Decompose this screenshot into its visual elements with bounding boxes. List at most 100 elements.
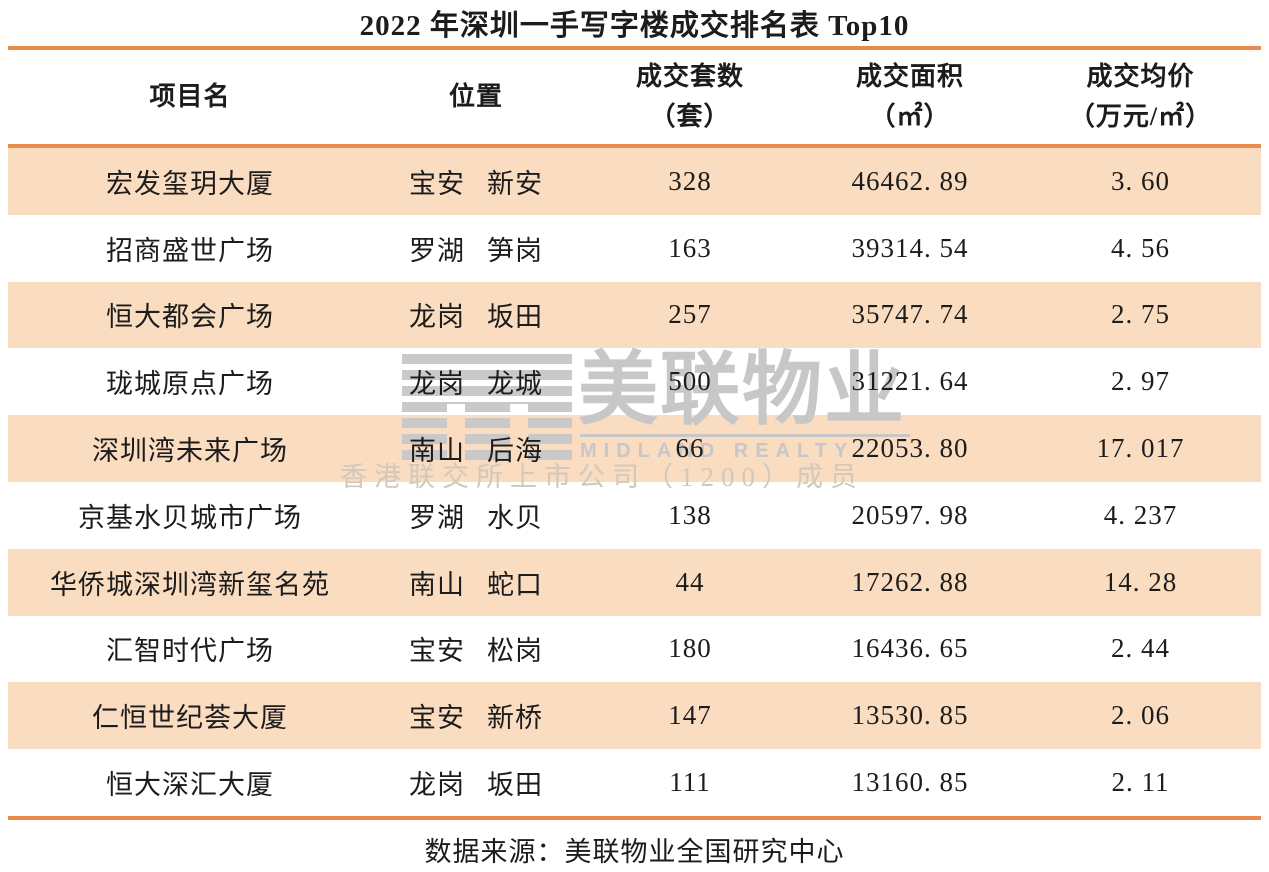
project-name: 恒大深汇大厦	[106, 770, 274, 801]
units-cell: 111	[580, 767, 800, 798]
units-sold-value: 66	[675, 433, 705, 464]
project-cell: 京基水贝城市广场	[8, 496, 372, 535]
gfa-cell: 46462. 89	[800, 166, 1020, 197]
area-name: 蛇口	[487, 569, 543, 600]
gfa-cell: 22053. 80	[800, 433, 1020, 464]
project-cell: 宏发玺玥大厦	[8, 162, 372, 201]
column-header-label: 成交面积	[855, 62, 964, 91]
units-cell: 180	[580, 633, 800, 664]
project-name: 京基水贝城市广场	[78, 502, 302, 533]
gfa-cell: 39314. 54	[800, 233, 1020, 264]
avg-price-value: 4. 237	[1103, 499, 1178, 530]
area-name: 新桥	[487, 703, 543, 734]
price-cell: 2. 11	[1020, 767, 1261, 798]
district-name: 南山	[409, 436, 465, 467]
transaction-area-value: 39314. 54	[851, 232, 969, 263]
table-row: 深圳湾未来广场 南山 后海 66 22053. 80 17. 017	[8, 415, 1261, 482]
price-cell: 2. 75	[1020, 299, 1261, 330]
bottom-divider	[8, 815, 1261, 820]
gfa-cell: 35747. 74	[800, 299, 1020, 330]
units-sold-value: 44	[675, 566, 705, 597]
project-cell: 珑城原点广场	[8, 362, 372, 401]
gfa-cell: 16436. 65	[800, 633, 1020, 664]
table-row: 珑城原点广场 龙岗 龙城 500 31221. 64 2. 97	[8, 348, 1261, 415]
district-name: 宝安	[409, 168, 465, 199]
units-sold-value: 111	[669, 767, 711, 798]
avg-price-value: 2. 44	[1111, 633, 1170, 664]
units-cell: 138	[580, 500, 800, 531]
transaction-area-value: 20597. 98	[851, 499, 969, 530]
area-name: 笋岗	[487, 235, 543, 266]
price-cell: 3. 60	[1020, 166, 1261, 197]
units-sold-value: 328	[668, 165, 712, 196]
location-cell: 南山 蛇口	[372, 563, 580, 602]
district-name: 罗湖	[409, 235, 465, 266]
avg-price-value: 14. 28	[1103, 566, 1178, 597]
table-row: 华侨城深圳湾新玺名苑 南山 蛇口 44 17262. 88 14. 28	[8, 548, 1261, 616]
location-cell: 宝安 新安	[372, 162, 580, 201]
header-divider	[8, 144, 1261, 148]
table-row: 仁恒世纪荟大厦 宝安 新桥 147 13530. 85 2. 06	[8, 682, 1261, 750]
project-name: 汇智时代广场	[106, 636, 274, 667]
location-cell: 宝安 松岗	[372, 629, 580, 668]
column-header-unit: （㎡）	[869, 102, 951, 131]
avg-price-value: 2. 75	[1111, 299, 1170, 330]
location-cell: 南山 后海	[372, 429, 580, 468]
transaction-area-value: 17262. 88	[851, 566, 969, 597]
column-header-unit: （套）	[649, 102, 731, 131]
table-row: 恒大都会广场 龙岗 坂田 257 35747. 74 2. 75	[8, 281, 1261, 349]
units-cell: 147	[580, 700, 800, 731]
location-cell: 龙岗 坂田	[372, 295, 580, 334]
price-cell: 17. 017	[1020, 433, 1261, 464]
column-header-location: 位置	[372, 50, 580, 144]
location-cell: 龙岗 龙城	[372, 362, 580, 401]
transaction-area-value: 13160. 85	[851, 767, 969, 798]
project-name: 深圳湾未来广场	[92, 436, 288, 467]
units-cell: 328	[580, 166, 800, 197]
column-header-label: 项目名	[149, 82, 231, 111]
avg-price-value: 2. 06	[1111, 700, 1170, 731]
column-header-unit: （万元/㎡）	[1068, 102, 1213, 131]
project-cell: 仁恒世纪荟大厦	[8, 696, 372, 735]
column-header-label: 位置	[448, 82, 503, 111]
top-divider	[8, 46, 1261, 50]
units-cell: 500	[580, 366, 800, 397]
transaction-area-value: 16436. 65	[851, 633, 969, 664]
units-sold-value: 138	[668, 499, 712, 530]
district-name: 宝安	[409, 703, 465, 734]
price-cell: 4. 237	[1020, 500, 1261, 531]
units-sold-value: 163	[668, 232, 712, 263]
units-cell: 257	[580, 299, 800, 330]
project-name: 宏发玺玥大厦	[106, 168, 274, 199]
units-sold-value: 180	[668, 633, 712, 664]
project-cell: 恒大深汇大厦	[8, 763, 372, 802]
table-body: 宏发玺玥大厦 宝安 新安 328 46462. 89 3. 60 招商盛世广场 …	[8, 148, 1261, 816]
avg-price-value: 17. 017	[1096, 433, 1185, 464]
district-name: 龙岗	[409, 770, 465, 801]
district-name: 龙岗	[409, 302, 465, 333]
project-name: 招商盛世广场	[106, 235, 274, 266]
gfa-cell: 13530. 85	[800, 700, 1020, 731]
district-name: 罗湖	[409, 502, 465, 533]
table-row: 汇智时代广场 宝安 松岗 180 16436. 65 2. 44	[8, 616, 1261, 683]
project-cell: 华侨城深圳湾新玺名苑	[8, 563, 372, 602]
column-header-area: 成交面积 （㎡）	[800, 50, 1020, 144]
area-name: 新安	[487, 168, 543, 199]
district-name: 南山	[409, 569, 465, 600]
table-row: 宏发玺玥大厦 宝安 新安 328 46462. 89 3. 60	[8, 148, 1261, 215]
district-name: 宝安	[409, 636, 465, 667]
district-name: 龙岗	[409, 369, 465, 400]
project-cell: 恒大都会广场	[8, 295, 372, 334]
transaction-area-value: 22053. 80	[851, 433, 969, 464]
price-cell: 14. 28	[1020, 567, 1261, 598]
transaction-area-value: 46462. 89	[851, 165, 969, 196]
units-cell: 66	[580, 433, 800, 464]
location-cell: 龙岗 坂田	[372, 763, 580, 802]
price-cell: 2. 97	[1020, 366, 1261, 397]
column-header-project: 项目名	[8, 50, 372, 144]
area-name: 水贝	[487, 502, 543, 533]
area-name: 松岗	[487, 636, 543, 667]
location-cell: 罗湖 笋岗	[372, 229, 580, 268]
units-cell: 163	[580, 233, 800, 264]
